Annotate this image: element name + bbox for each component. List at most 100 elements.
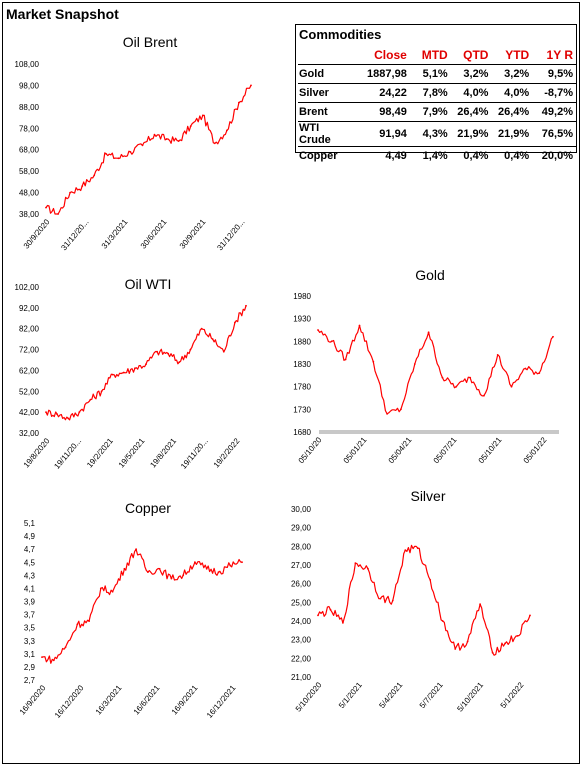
y-tick-label: 48,00 xyxy=(19,189,40,198)
page-frame xyxy=(2,2,580,764)
y-tick-label: 1980 xyxy=(293,292,311,301)
x-tick-label: 31/12/20... xyxy=(59,218,90,253)
y-tick-label: 68,00 xyxy=(19,146,40,155)
y-tick-label: 1830 xyxy=(293,360,311,369)
y-tick-label: 21,00 xyxy=(291,673,312,682)
data-point xyxy=(141,144,144,147)
data-point xyxy=(111,590,114,593)
cell-qtd: 26,4% xyxy=(450,102,492,122)
y-tick-label: 1930 xyxy=(293,315,311,324)
row-name: Gold xyxy=(298,64,355,84)
cell-close: 1887,98 xyxy=(354,64,410,84)
data-point xyxy=(117,157,120,160)
data-point xyxy=(194,561,196,564)
x-tick-label: 19/11/20... xyxy=(52,437,83,471)
cell-1yr: 76,5% xyxy=(532,121,576,147)
cell-1yr: -8,7% xyxy=(532,83,576,103)
y-tick-label: 30,00 xyxy=(291,505,312,514)
data-point xyxy=(99,587,102,590)
y-tick-label: 1680 xyxy=(293,428,311,437)
x-tick-label: 19/8/2020 xyxy=(22,436,52,469)
chart-title: Silver xyxy=(410,488,445,504)
y-tick-label: 98,00 xyxy=(19,81,40,90)
commodities-title: Commodities xyxy=(299,27,382,42)
y-tick-label: 92,00 xyxy=(19,304,40,313)
data-point xyxy=(52,659,55,662)
row-name: Brent xyxy=(298,102,355,122)
x-tick-label: 19/8/2021 xyxy=(148,436,178,469)
data-point xyxy=(156,350,159,353)
data-point xyxy=(329,608,332,611)
chart-title: Copper xyxy=(125,500,171,516)
table-row: Silver 24,22 7,8% 4,0% 4,0% -8,7% xyxy=(298,83,576,103)
data-point xyxy=(354,562,357,564)
data-point xyxy=(524,367,527,370)
cell-qtd: 4,0% xyxy=(450,83,492,103)
data-point xyxy=(205,567,208,570)
y-tick-label: 2,9 xyxy=(24,663,36,672)
x-tick-label: 16/3/2021 xyxy=(94,683,124,716)
chart-gold: Gold 1980 1930 1880 1830 1780 1730 168005/10/20… xyxy=(293,267,559,465)
data-point xyxy=(238,101,240,104)
y-tick-label: 27,00 xyxy=(291,561,312,570)
cell-ytd: 4,0% xyxy=(491,83,533,103)
table-row: Brent 98,49 7,9% 26,4% 26,4% 49,2% xyxy=(298,102,576,122)
cell-qtd: 3,2% xyxy=(450,64,492,84)
cell-ytd: 0,4% xyxy=(491,146,533,165)
x-tick-label: 5/10/2021 xyxy=(455,680,485,713)
column-header xyxy=(298,46,355,65)
data-point xyxy=(504,642,506,645)
series-line-copper xyxy=(41,548,243,664)
data-point xyxy=(57,213,59,215)
y-tick-label: 72,00 xyxy=(19,346,40,355)
data-point xyxy=(429,579,432,581)
data-point xyxy=(479,603,481,606)
data-point xyxy=(69,191,71,194)
data-point xyxy=(317,329,319,331)
data-point xyxy=(88,620,90,622)
data-point xyxy=(67,417,70,420)
y-tick-label: 4,5 xyxy=(24,558,36,567)
data-point xyxy=(229,564,232,567)
cell-ytd: 26,4% xyxy=(491,102,533,122)
data-point xyxy=(217,571,220,573)
y-tick-label: 78,00 xyxy=(19,124,40,133)
chart-oil-brent: Oil Brent 108,00 98,00 88,00 78,00 68,00 58,00… xyxy=(15,34,252,253)
chart-silver: Silver 30,00 29,00 28,00 27,00 26,00 25,00 24,0… xyxy=(291,488,531,714)
data-point xyxy=(416,547,419,550)
data-point xyxy=(100,390,103,393)
data-point xyxy=(45,411,47,413)
y-tick-label: 1880 xyxy=(293,337,311,346)
x-tick-label: 05/07/21 xyxy=(432,435,459,465)
data-point xyxy=(135,548,138,551)
data-point xyxy=(404,549,407,551)
data-point xyxy=(189,348,192,351)
data-point xyxy=(241,561,243,564)
y-tick-label: 25,00 xyxy=(291,598,312,607)
column-header: YTD xyxy=(505,48,530,62)
y-tick-label: 32,00 xyxy=(19,429,40,438)
series-line-wti xyxy=(45,305,247,421)
column-header: QTD xyxy=(463,48,489,62)
x-tick-label: 5/7/2021 xyxy=(418,680,445,710)
table-header-row: Close MTD QTD YTD 1Y R xyxy=(298,46,576,65)
data-point xyxy=(234,321,236,324)
row-name: Silver xyxy=(298,83,355,103)
cell-close: 91,94 xyxy=(354,121,410,147)
data-point xyxy=(516,635,519,637)
table-row: Copper 4,49 1,4% 0,4% 0,4% 20,0% xyxy=(298,146,576,165)
data-point xyxy=(400,408,402,411)
cell-mtd: 1,4% xyxy=(409,146,451,165)
x-tick-label: 16/6/2021 xyxy=(132,683,162,716)
data-point xyxy=(427,331,430,334)
series-line-silver xyxy=(317,544,531,656)
data-point xyxy=(81,185,84,188)
x-tick-label: 16/9/2021 xyxy=(170,683,200,716)
cell-qtd: 21,9% xyxy=(450,121,492,147)
row-name: WTI Crude xyxy=(298,121,355,147)
column-header: MTD xyxy=(421,48,448,62)
y-tick-label: 5,1 xyxy=(24,519,36,528)
cell-1yr: 20,0% xyxy=(532,146,576,165)
chart-title: Gold xyxy=(415,267,445,283)
data-point xyxy=(78,411,81,413)
